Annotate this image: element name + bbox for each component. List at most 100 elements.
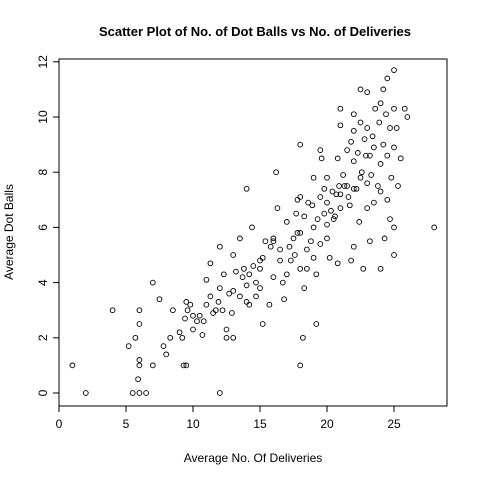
data-point: [308, 238, 314, 245]
data-point: [391, 105, 397, 112]
data-point: [354, 150, 361, 156]
data-point: [336, 183, 342, 189]
x-tick-label: 5: [123, 417, 130, 431]
data-point: [388, 174, 395, 181]
data-point: [243, 299, 250, 305]
data-point: [371, 144, 377, 151]
data-point: [286, 243, 293, 250]
data-point: [401, 105, 408, 112]
data-point: [149, 279, 156, 286]
data-point: [129, 390, 136, 396]
data-point: [262, 238, 269, 245]
data-point: [149, 362, 156, 369]
data-point: [324, 199, 330, 206]
data-point: [367, 238, 373, 245]
data-point: [207, 260, 214, 267]
data-point: [163, 351, 170, 358]
x-axis-label: Average No. Of Deliveries: [184, 451, 323, 465]
data-point: [170, 307, 176, 314]
data-point: [321, 210, 328, 217]
data-point: [267, 243, 274, 250]
data-point: [330, 216, 337, 222]
data-point: [313, 271, 320, 278]
data-point: [360, 265, 367, 272]
data-point: [183, 299, 190, 305]
data-point: [297, 362, 304, 369]
data-point: [357, 119, 364, 126]
data-point: [226, 290, 233, 297]
data-point: [395, 183, 401, 189]
data-point: [257, 285, 263, 291]
data-point: [281, 296, 287, 303]
y-tick-label: 6: [36, 224, 50, 231]
data-point: [377, 188, 384, 195]
data-point: [310, 254, 317, 261]
data-point: [345, 194, 352, 200]
data-point: [431, 224, 438, 231]
data-point: [369, 133, 376, 140]
data-point: [183, 362, 190, 369]
data-point: [287, 257, 294, 264]
data-point: [230, 334, 237, 341]
data-point: [216, 243, 223, 250]
data-point: [317, 194, 324, 200]
y-tick-label: 2: [36, 334, 50, 341]
data-point: [364, 89, 371, 96]
data-point: [216, 285, 223, 291]
data-point: [350, 185, 357, 192]
data-point: [301, 213, 308, 220]
data-point: [317, 241, 324, 247]
data-point: [156, 296, 163, 303]
data-point: [219, 307, 226, 314]
data-point: [387, 125, 393, 131]
data-point: [297, 265, 304, 272]
x-tick-label: 0: [56, 417, 63, 431]
data-point: [253, 293, 259, 300]
data-point: [259, 254, 266, 261]
data-point: [167, 334, 174, 341]
data-point: [277, 257, 283, 264]
data-point: [136, 307, 143, 314]
data-point: [375, 183, 381, 189]
data-point: [381, 235, 388, 242]
y-tick-label: 12: [36, 55, 50, 69]
data-point: [223, 334, 230, 341]
data-point: [310, 224, 317, 231]
data-point: [243, 282, 250, 289]
data-point: [321, 185, 328, 192]
data-point: [132, 334, 139, 341]
data-point: [215, 299, 222, 305]
data-point: [266, 301, 273, 308]
data-point: [324, 221, 330, 228]
y-tick-label: 4: [36, 279, 50, 286]
data-point: [353, 185, 360, 192]
data-point: [243, 185, 250, 192]
data-point: [160, 343, 167, 349]
data-point: [237, 293, 243, 300]
y-axis: 0 2 4 6 8 10 12: [36, 55, 60, 396]
data-point: [364, 205, 371, 211]
data-point: [196, 312, 203, 319]
data-point: [304, 265, 310, 272]
data-point: [305, 199, 312, 206]
data-point: [384, 196, 391, 203]
x-tick-label: 20: [320, 417, 334, 431]
data-point: [291, 252, 298, 258]
data-point: [223, 326, 230, 333]
data-point: [212, 307, 219, 314]
data-point: [257, 265, 263, 272]
data-point: [337, 122, 344, 129]
data-point: [297, 230, 304, 236]
data-point: [297, 194, 304, 200]
data-point: [270, 235, 277, 242]
data-point: [364, 180, 371, 187]
data-point: [300, 334, 306, 341]
data-point: [250, 263, 257, 269]
x-tick-label: 15: [253, 417, 267, 431]
data-point: [364, 125, 371, 131]
data-point: [372, 105, 379, 112]
data-point: [383, 111, 389, 118]
x-tick-label: 25: [387, 417, 401, 431]
data-point: [318, 155, 325, 162]
